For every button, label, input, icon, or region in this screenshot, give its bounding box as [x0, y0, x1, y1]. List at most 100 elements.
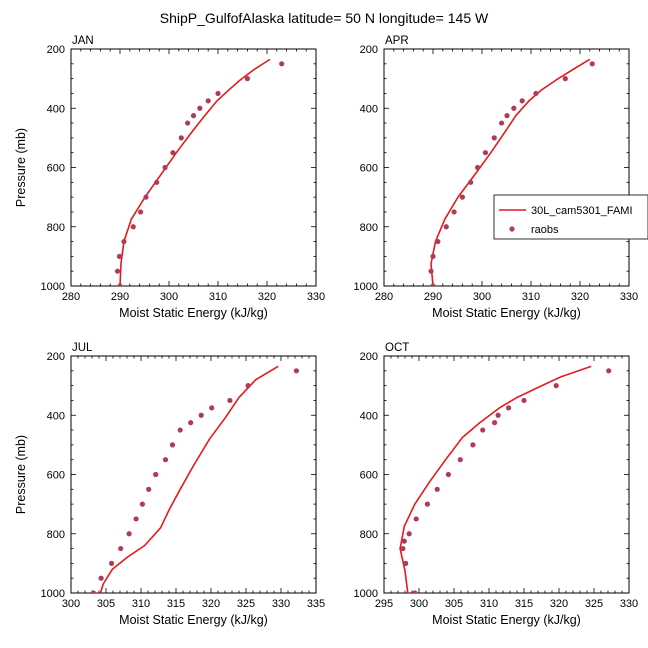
x-tick-label: 330	[620, 291, 638, 303]
obs-point	[506, 405, 512, 411]
obs-point	[126, 531, 132, 537]
obs-point	[430, 253, 436, 259]
figure-title: ShipP_GulfofAlaska latitude= 50 N longit…	[160, 10, 489, 26]
x-tick-label: 325	[585, 598, 603, 610]
obs-point	[279, 61, 285, 67]
legend-model-label: 30L_cam5301_FAMI	[531, 205, 633, 217]
x-tick-label: 295	[375, 598, 393, 610]
x-axis-label: Moist Static Energy (kJ/kg)	[432, 613, 581, 627]
panel-jan: JAN 280 290 300 310 320 330 200 400 600 800 1000 Moi…	[14, 35, 325, 320]
panel-title: OCT	[385, 342, 409, 354]
obs-point	[400, 545, 406, 552]
obs-point	[215, 90, 221, 97]
y-tick-label: 400	[360, 103, 378, 115]
panel-data	[114, 58, 285, 286]
x-tick-label: 310	[132, 598, 150, 610]
obs-point	[117, 283, 123, 286]
obs-point	[153, 471, 159, 478]
obs-point	[401, 538, 407, 544]
panels: JAN 280 290 300 310 320 330 200 400 600 800 1000 Moi…	[14, 35, 638, 627]
x-axis-label: Moist Static Energy (kJ/kg)	[119, 306, 268, 320]
obs-point	[197, 105, 203, 111]
obs-point	[606, 368, 612, 374]
y-tick-label: 200	[360, 44, 378, 56]
y-tick-label: 600	[47, 163, 65, 175]
obs-point	[424, 501, 430, 507]
obs-point	[143, 194, 149, 200]
obs-point	[227, 397, 233, 404]
obs-point	[482, 150, 489, 156]
obs-point	[468, 179, 474, 185]
obs-point	[589, 61, 595, 67]
obs-point	[553, 383, 559, 389]
y-tick-label: 1000	[41, 281, 65, 293]
panel-title: JAN	[72, 35, 94, 47]
x-tick-label: 280	[375, 291, 393, 303]
y-tick-label: 1000	[41, 588, 65, 600]
obs-point	[413, 516, 419, 522]
obs-point	[177, 427, 183, 433]
y-tick-label: 400	[360, 410, 378, 422]
obs-point	[137, 209, 144, 215]
obs-point	[492, 420, 498, 426]
obs-point	[139, 501, 145, 507]
x-tick-label: 330	[307, 291, 325, 303]
obs-point	[406, 531, 412, 537]
x-tick-label: 320	[550, 598, 568, 610]
obs-point	[293, 368, 299, 374]
x-tick-label: 300	[62, 598, 80, 610]
model-line	[119, 58, 271, 286]
obs-point	[162, 164, 168, 171]
panel-data	[399, 365, 612, 593]
x-tick-label: 290	[424, 291, 442, 303]
y-tick-label: 800	[360, 529, 378, 541]
legend-obs-label: raobs	[531, 224, 559, 236]
obs-point	[451, 209, 457, 215]
x-tick-label: 325	[237, 598, 255, 610]
obs-point	[170, 150, 176, 156]
y-tick-label: 600	[360, 470, 378, 482]
obs-point	[90, 590, 96, 593]
x-tick-label: 320	[202, 598, 220, 610]
plot-frame	[70, 48, 317, 287]
legend: 30L_cam5301_FAMI raobs	[493, 194, 648, 240]
model-line	[430, 58, 591, 286]
y-tick-label: 600	[47, 470, 65, 482]
panel-title: APR	[385, 35, 409, 47]
obs-point	[480, 427, 486, 433]
x-tick-label: 310	[522, 291, 540, 303]
obs-point	[412, 590, 418, 593]
obs-point	[198, 412, 204, 418]
panel-data	[428, 58, 595, 286]
obs-point	[98, 575, 104, 581]
obs-point	[562, 76, 568, 82]
y-tick-label: 200	[47, 351, 65, 363]
x-tick-label: 280	[62, 291, 80, 303]
obs-point	[190, 113, 197, 119]
obs-point	[445, 471, 451, 478]
obs-point	[504, 113, 510, 119]
obs-point	[521, 397, 527, 404]
obs-point	[185, 120, 191, 126]
plot-frame	[383, 48, 630, 287]
obs-point	[499, 120, 505, 126]
obs-point	[457, 457, 463, 463]
obs-point	[205, 98, 211, 104]
obs-point	[178, 135, 184, 141]
y-tick-label: 400	[47, 103, 65, 115]
obs-point	[403, 560, 409, 566]
obs-point	[474, 164, 481, 171]
obs-point	[114, 268, 121, 274]
x-tick-label: 330	[620, 598, 638, 610]
obs-point	[133, 516, 139, 522]
x-tick-label: 310	[480, 598, 498, 610]
x-tick-label: 300	[473, 291, 491, 303]
y-tick-label: 1000	[354, 281, 378, 293]
obs-point	[491, 135, 497, 141]
panel-title: JUL	[72, 342, 93, 354]
x-axis-label: Moist Static Energy (kJ/kg)	[432, 306, 581, 320]
y-axis-label: Pressure (mb)	[14, 435, 28, 514]
obs-point	[169, 442, 176, 448]
obs-point	[435, 238, 441, 245]
